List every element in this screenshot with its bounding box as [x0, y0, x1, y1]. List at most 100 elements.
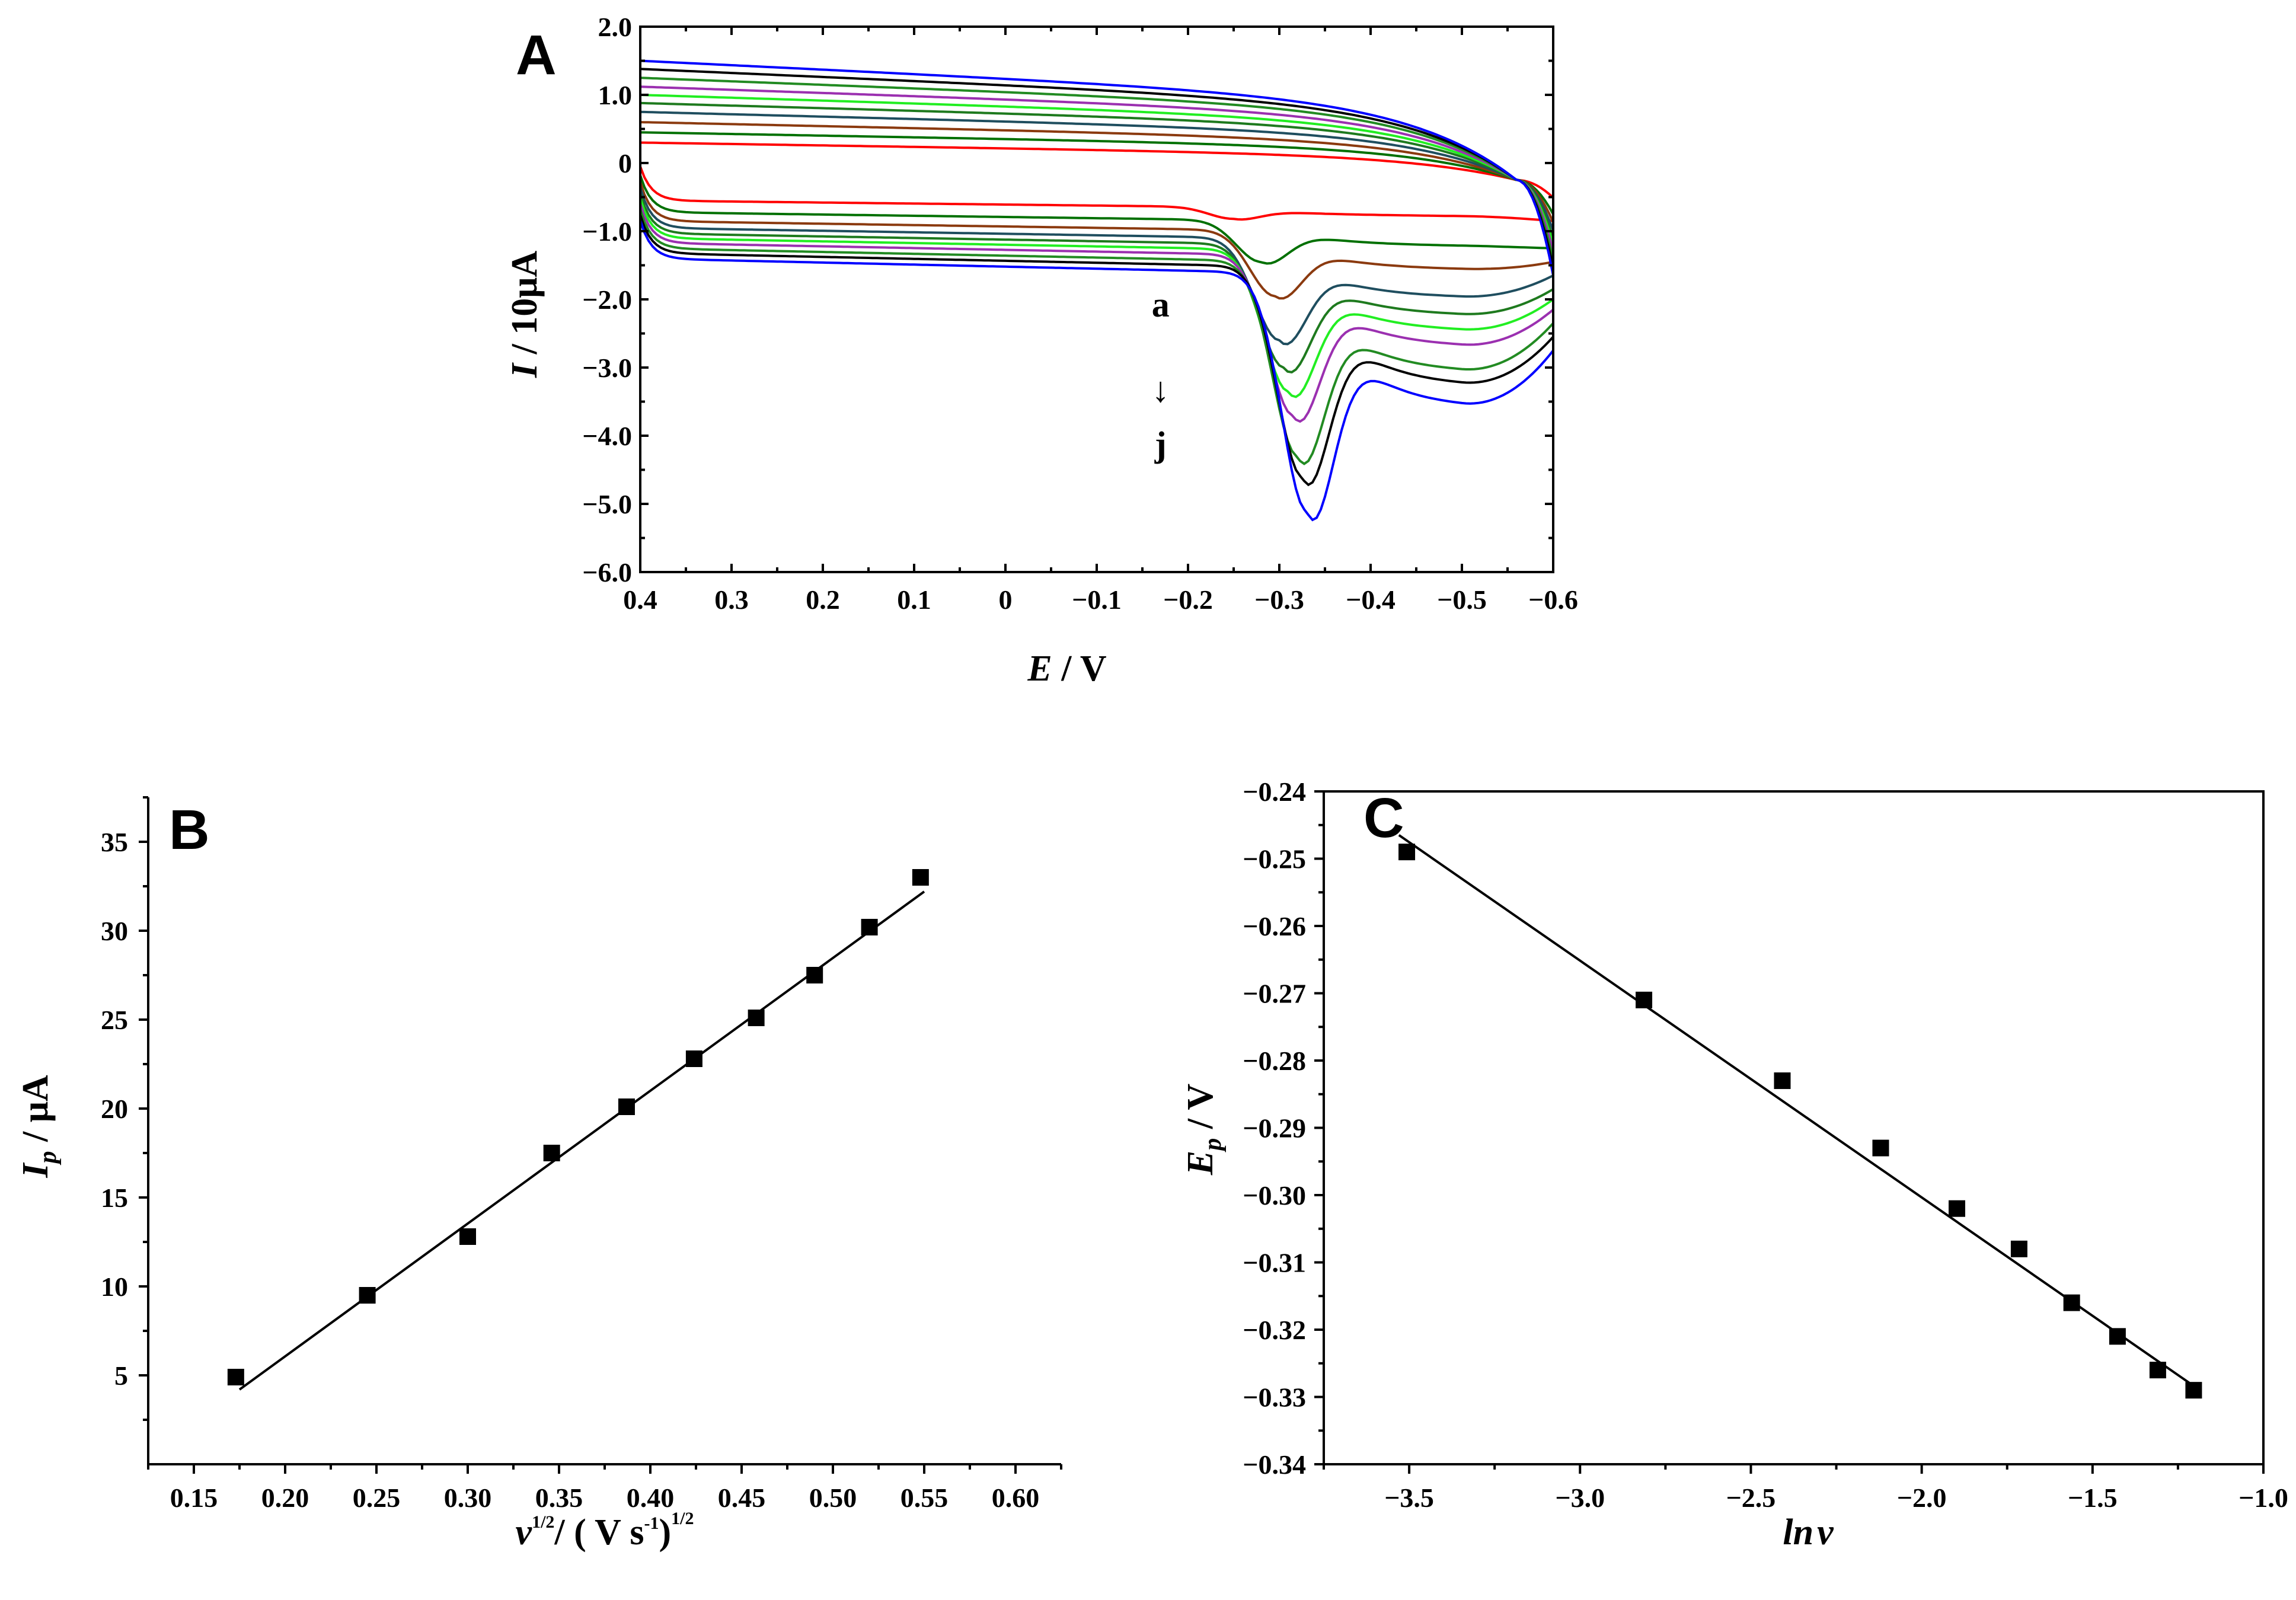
panel-b-x-unit-open: / ( V s: [554, 1512, 644, 1553]
panel-c-y-tick-label: −0.32: [1243, 1315, 1306, 1345]
panel-b-peak-current-plot: B 0.15 0.20 0.25 0.30 0.35 0.40 0.45 0.50 0.55 0.…: [15, 796, 1062, 1553]
panel-a-curves: [639, 59, 1554, 522]
panel-c-y-tick-label: −0.24: [1243, 777, 1306, 807]
panel-b-x-tick-label: 0.15: [170, 1483, 218, 1513]
panel-a-y-axis-title: I / 10μA: [504, 251, 545, 379]
panel-a-plot-frame: [639, 25, 1554, 573]
panel-b-x-tick-label: 0.60: [992, 1483, 1040, 1513]
panel-b-x-sup-half-2: 1/2: [671, 1509, 694, 1528]
panel-a-ticks: 0.4 0.3 0.2 0.1 0 −0.1 −0.2 −0.3 −0.4 −0.5 −0.6 2.0…: [582, 12, 1578, 615]
panel-a-x-tick-label: −0.3: [1254, 585, 1304, 615]
panel-c-data-point: [1636, 991, 1653, 1008]
panel-b-x-tick-label: 0.35: [535, 1483, 583, 1513]
panel-a-annotation: a ↓ j: [1152, 285, 1170, 464]
panel-c-ticks: −3.5 −3.0 −2.5 −2.0 −1.5 −1.0 −0.24 −0.25 −0.26 −…: [1243, 777, 2288, 1513]
panel-b-data-point: [912, 869, 929, 886]
panel-c-y-tick-label: −0.34: [1243, 1449, 1306, 1480]
panel-b-x-tick-label: 0.40: [627, 1483, 675, 1513]
cv-curve-e: [639, 101, 1554, 374]
panel-c-y-tick-label: −0.27: [1243, 979, 1306, 1009]
panel-c-data-point: [1872, 1139, 1889, 1157]
panel-b-data-point: [543, 1145, 560, 1161]
panel-c-y-tick-label: −0.28: [1243, 1046, 1306, 1076]
panel-c-y-unit: / V: [1180, 1084, 1221, 1138]
panel-c-x-tick-label: −2.0: [1897, 1483, 1947, 1513]
cv-curve-b: [639, 131, 1554, 265]
panel-b-x-sup-neg1: -1: [644, 1513, 659, 1533]
panel-b-x-axis-title: v1/2/ ( V s-1)1/2: [516, 1509, 694, 1553]
panel-a-x-tick-label: 0.1: [897, 585, 931, 615]
panel-b-x-tick-label: 0.20: [261, 1483, 309, 1513]
panel-a-x-tick-label: 0.4: [623, 585, 657, 615]
panel-a-y-unit: / 10μA: [504, 251, 545, 363]
panel-a-x-tick-label: −0.1: [1072, 585, 1122, 615]
panel-b-y-subscript: p: [34, 1151, 62, 1165]
panel-c-x-tick-label: −1.0: [2238, 1483, 2288, 1513]
panel-c-x-tick-label: −1.5: [2068, 1483, 2118, 1513]
panel-b-y-tick-label: 25: [101, 1005, 128, 1035]
panel-c-y-tick-label: −0.31: [1243, 1248, 1306, 1278]
panel-c-data-point: [2063, 1294, 2080, 1311]
panel-c-data-point: [2185, 1382, 2202, 1399]
panel-a-label: A: [516, 24, 557, 87]
panel-a-x-tick-label: −0.6: [1528, 585, 1578, 615]
panel-c-data-point: [1949, 1200, 1966, 1217]
panel-a-y-tick-label: 1.0: [598, 80, 633, 110]
panel-b-label: B: [169, 799, 210, 861]
panel-a-y-tick-label: −5.0: [582, 489, 632, 519]
panel-a-cyclic-voltammogram: A 0.4 0.3 0.2 0.1 0 −0.1 −0.2 −0.3 −0.4 −0.5 −0.6 2…: [504, 12, 1578, 689]
panel-b-data-point: [685, 1050, 702, 1067]
panel-a-x-tick-label: −0.4: [1346, 585, 1396, 615]
panel-a-x-tick-label: −0.5: [1437, 585, 1487, 615]
panel-a-x-axis-title: E / V: [1027, 649, 1106, 689]
panel-b-y-tick-label: 35: [101, 827, 128, 857]
panel-c-x-tick-label: −2.5: [1726, 1483, 1776, 1513]
panel-a-x-symbol: E: [1027, 649, 1052, 689]
panel-b-data-point: [618, 1098, 635, 1115]
panel-a-y-tick-label: −6.0: [582, 557, 632, 587]
panel-b-data-point: [459, 1228, 476, 1245]
annotation-label-j: j: [1154, 425, 1167, 464]
panel-c-marks: [1398, 834, 2202, 1399]
annotation-arrow: ↓: [1152, 371, 1170, 410]
panel-a-x-tick-label: 0.3: [714, 585, 749, 615]
panel-b-y-axis-title: Ip / μA: [15, 1075, 62, 1179]
cv-curve-i: [639, 68, 1554, 487]
panel-c-y-axis-title: Ep / V: [1180, 1084, 1227, 1176]
panel-c-y-tick-label: −0.26: [1243, 911, 1306, 941]
panel-b-x-unit-close: ): [659, 1512, 671, 1553]
panel-b-x-sup-half: 1/2: [532, 1512, 554, 1532]
panel-a-y-tick-label: −3.0: [582, 353, 632, 383]
panel-c-peak-potential-plot: C −3.5 −3.0 −2.5 −2.0 −1.5 −1.0 −0.24 −0.25 −0.2…: [1180, 777, 2288, 1553]
panel-a-y-tick-label: −1.0: [582, 216, 632, 247]
panel-b-y-tick-label: 5: [114, 1361, 128, 1391]
panel-b-y-unit: / μA: [15, 1075, 56, 1151]
panel-b-data-point: [806, 967, 823, 983]
panel-c-x-axis-title: lnv: [1783, 1512, 1834, 1553]
panel-c-data-point: [1774, 1072, 1791, 1090]
panel-b-marks: [227, 869, 929, 1391]
panel-c-data-point: [2109, 1328, 2126, 1345]
panel-a-y-symbol: I: [504, 362, 545, 378]
panel-c-label: C: [1363, 787, 1404, 849]
panel-a-x-tick-label: 0: [999, 585, 1013, 615]
panel-c-fit-line: [1398, 834, 2196, 1388]
panel-b-data-point: [227, 1369, 244, 1385]
panel-c-x-ln: ln: [1783, 1512, 1813, 1553]
panel-b-x-tick-label: 0.45: [718, 1483, 766, 1513]
panel-a-y-tick-label: 0: [618, 148, 632, 178]
panel-c-plot-frame: [1323, 790, 2265, 1465]
panel-c-y-tick-label: −0.30: [1243, 1180, 1306, 1211]
panel-b-x-tick-label: 0.25: [353, 1483, 401, 1513]
panel-b-x-tick-label: 0.30: [444, 1483, 492, 1513]
panel-b-x-tick-label: 0.55: [900, 1483, 949, 1513]
panel-c-x-tick-label: −3.0: [1555, 1483, 1605, 1513]
panel-c-y-tick-label: −0.33: [1243, 1382, 1306, 1413]
panel-c-data-point: [1398, 844, 1416, 861]
panel-b-ticks: 0.15 0.20 0.25 0.30 0.35 0.40 0.45 0.50 0.55 0.60…: [101, 796, 1062, 1513]
panel-a-y-tick-label: −2.0: [582, 285, 632, 315]
panel-c-y-symbol: E: [1180, 1151, 1221, 1176]
panel-b-y-tick-label: 15: [101, 1183, 128, 1213]
panel-b-y-symbol: I: [15, 1163, 56, 1179]
